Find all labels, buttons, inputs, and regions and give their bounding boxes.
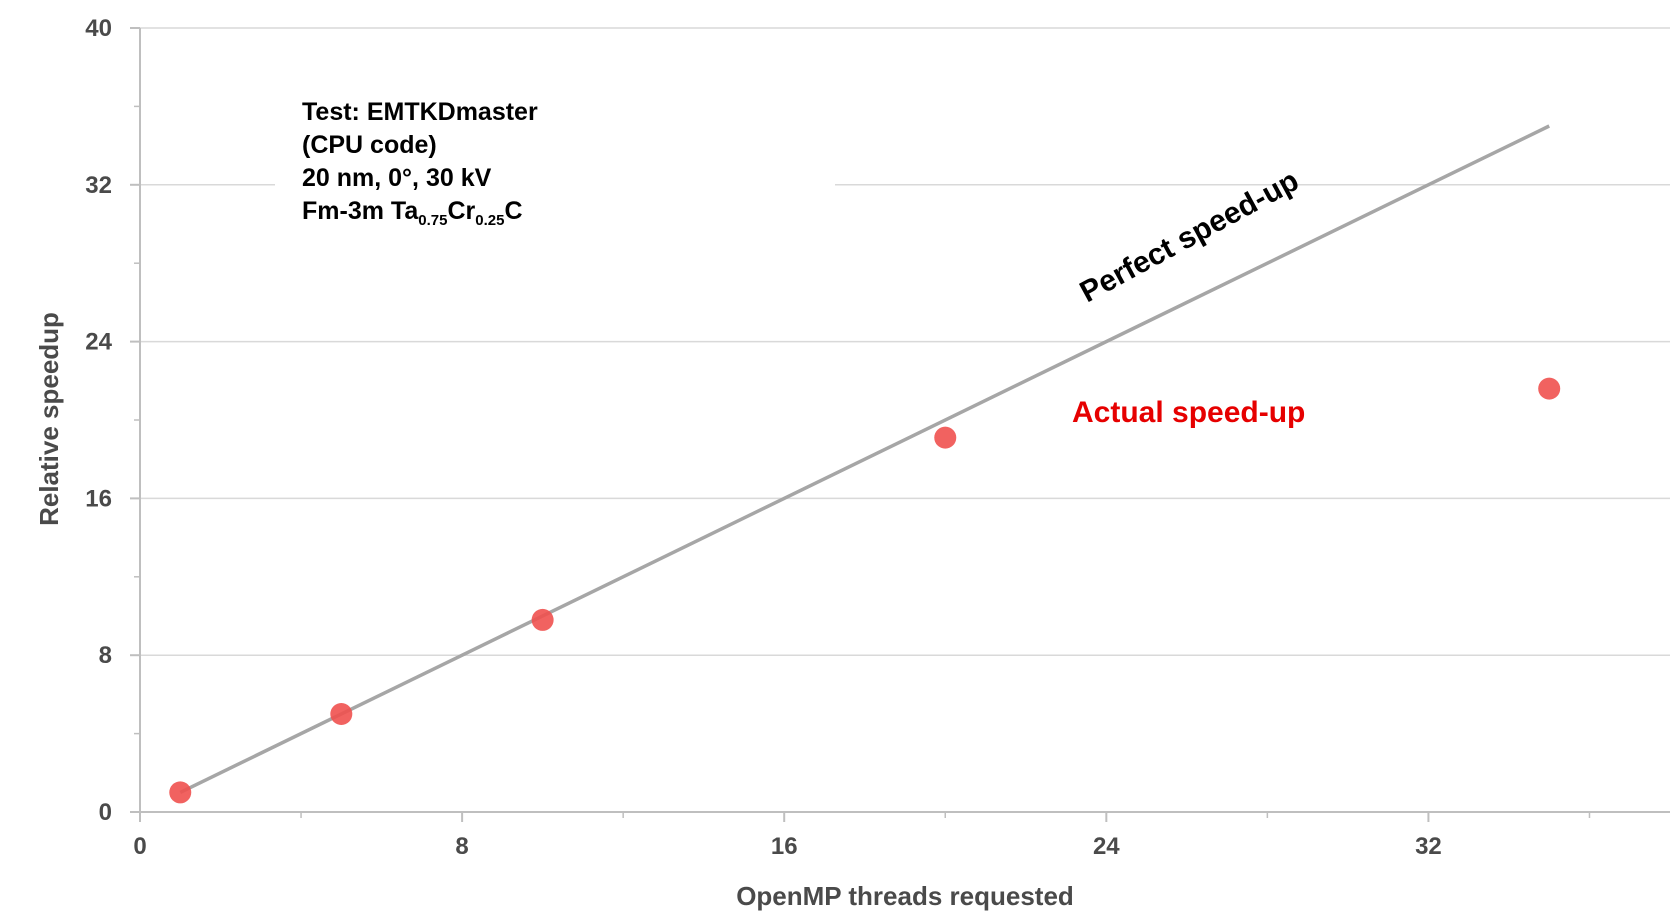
test-info-line-0: Test: EMTKDmaster: [302, 98, 538, 126]
data-point-actual-1: [330, 703, 353, 725]
x-tick-label-1: 8: [455, 833, 468, 860]
y-tick-label-0: 0: [99, 799, 112, 826]
y-tick-label-5: 40: [85, 15, 112, 42]
subscript-text: 0.75: [418, 212, 447, 229]
y-tick-label-1: 8: [99, 642, 112, 669]
x-tick-label-3: 24: [1093, 833, 1120, 860]
data-point-actual-0: [169, 781, 192, 804]
x-tick-label-4: 32: [1415, 833, 1442, 860]
formula-text: Cr: [447, 197, 475, 225]
y-tick-label-4: 32: [85, 172, 112, 199]
subscript-text: 0.25: [475, 212, 504, 229]
data-point-actual-3: [934, 426, 957, 449]
test-info-line-1: (CPU code): [302, 131, 437, 159]
formula-text: C: [504, 197, 522, 225]
series-line-perfect-speedup: [179, 124, 1550, 794]
x-tick-label-2: 16: [771, 833, 798, 860]
test-info-annotation: Test: EMTKDmaster (CPU code) 20 nm, 0°, 30…: [302, 98, 538, 229]
y-axis-title: Relative speedup: [34, 312, 64, 526]
x-axis-ticks: 0 8 16 24 32: [133, 812, 1591, 860]
data-point-actual-4: [1538, 377, 1561, 400]
test-info-background: [275, 88, 835, 238]
x-tick-label-0: 0: [133, 833, 146, 860]
data-point-actual-2: [531, 608, 554, 631]
series-label-actual: Actual speed-up: [1072, 396, 1305, 429]
series-label-perfect: Perfect speed-up: [1075, 164, 1305, 309]
test-info-line-2: 20 nm, 0°, 30 kV: [302, 164, 492, 192]
formula-text: Fm-3m Ta: [302, 197, 419, 225]
y-axis-ticks: 0 8 16 24 32 40: [85, 15, 140, 826]
x-axis-title: OpenMP threads requested: [736, 881, 1074, 911]
y-tick-label-3: 24: [85, 329, 112, 356]
y-tick-label-2: 16: [85, 485, 112, 512]
series-layer: [169, 124, 1561, 804]
